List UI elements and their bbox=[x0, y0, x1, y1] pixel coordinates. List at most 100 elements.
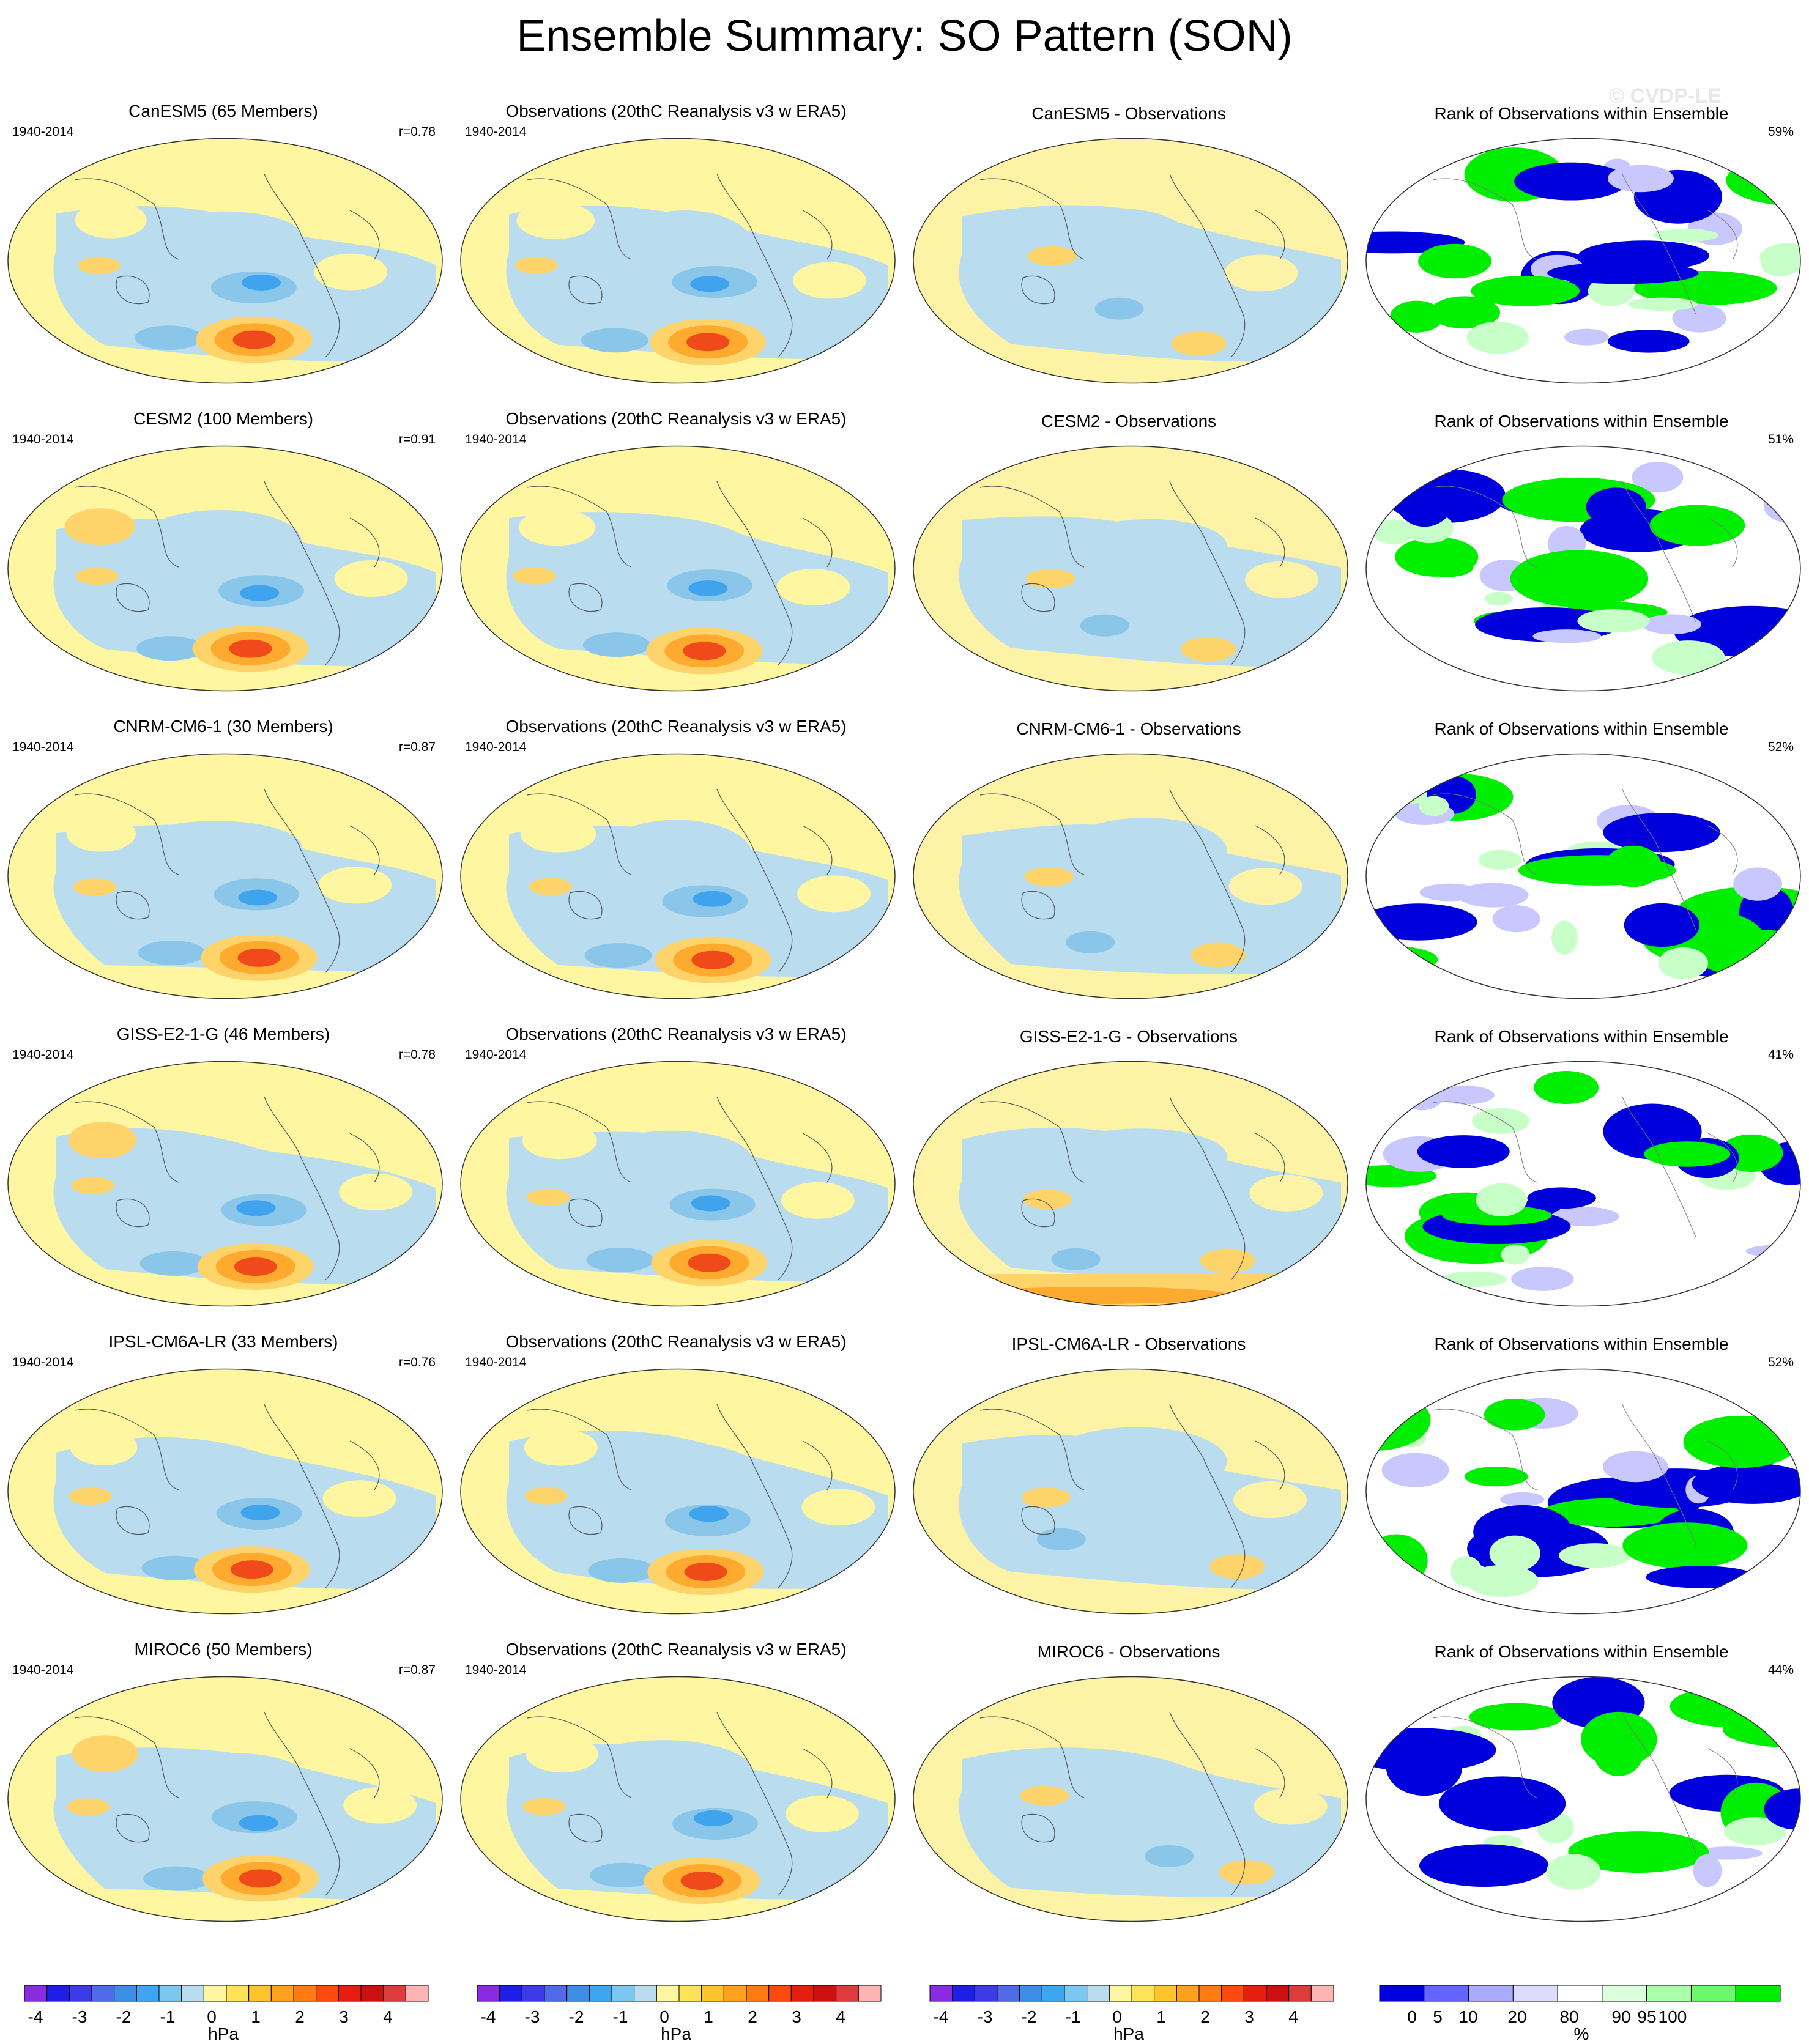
colorbar-swatch bbox=[634, 1985, 657, 2002]
positive-anomaly-core bbox=[524, 1429, 598, 1466]
colorbar-swatch bbox=[1288, 1985, 1312, 2002]
negative-anomaly-region bbox=[1072, 519, 1227, 573]
positive-anomaly-core bbox=[72, 1735, 138, 1772]
panel-title: Observations (20thC Reanalysis v3 w ERA5… bbox=[505, 409, 847, 428]
high-rank-region bbox=[1489, 1535, 1540, 1571]
coastline bbox=[1432, 173, 1738, 315]
colorbar-swatches bbox=[477, 1985, 882, 2002]
map-outline bbox=[460, 445, 896, 692]
positive-anomaly-core bbox=[229, 639, 272, 658]
negative-anomaly-region bbox=[121, 1144, 302, 1208]
coastline bbox=[979, 1711, 1285, 1896]
pattern-correlation: r=0.78 bbox=[398, 1048, 436, 1062]
high-rank-region bbox=[1472, 1108, 1530, 1135]
colorbar-tick-label: 3 bbox=[339, 2007, 349, 2026]
colorbar-swatch bbox=[566, 1985, 590, 2002]
positive-anomaly-core bbox=[75, 568, 119, 585]
low-rank-region bbox=[1693, 1854, 1722, 1887]
sea-level-pressure-map bbox=[7, 1368, 443, 1615]
colorbar-tick-label: -1 bbox=[160, 2007, 176, 2026]
low-rank-region bbox=[1586, 487, 1646, 527]
panel-obs: Observations (20thC Reanalysis v3 w ERA5… bbox=[453, 399, 899, 707]
watermark: © CVDP-LE bbox=[1609, 84, 1722, 108]
colorbar-swatch bbox=[338, 1985, 362, 2002]
colorbar-hpa-1: -4 -3 -2 -1 0 1 2 3 4 hPa bbox=[0, 1983, 447, 2043]
colorbar-swatch bbox=[656, 1985, 680, 2002]
colorbar-swatch bbox=[768, 1985, 792, 2002]
high-rank-region bbox=[1510, 550, 1649, 607]
colorbar-swatch bbox=[723, 1985, 747, 2002]
colorbar-swatch bbox=[248, 1985, 272, 2002]
colorbar-tick-label: 4 bbox=[1288, 2007, 1298, 2026]
negative-anomaly-core bbox=[586, 1247, 654, 1272]
positive-anomaly-core bbox=[1209, 1554, 1265, 1579]
colorbar-swatch bbox=[1243, 1985, 1267, 2002]
sea-level-pressure-map bbox=[460, 753, 896, 999]
panel-period: 1940-2014 bbox=[465, 1048, 527, 1062]
panel-title: CESM2 (100 Members) bbox=[133, 409, 314, 428]
panel-title: Rank of Observations within Ensemble bbox=[1434, 1642, 1729, 1661]
colorbar-tick-label: 3 bbox=[1244, 2007, 1254, 2026]
map-outline bbox=[1365, 1061, 1801, 1307]
negative-anomaly-core bbox=[1094, 297, 1144, 320]
colorbar-swatch bbox=[611, 1985, 635, 2002]
colorbar-tick-label: -3 bbox=[524, 2007, 540, 2026]
positive-anomaly-core bbox=[680, 1872, 724, 1890]
panel-period: 1940-2014 bbox=[465, 432, 527, 446]
panel-row: IPSL-CM6A-LR (33 Members) 1940-2014 r=0.76… bbox=[0, 1322, 1809, 1630]
high-rank-region bbox=[1649, 505, 1745, 546]
positive-anomaly-core bbox=[234, 1257, 277, 1276]
low-rank-region bbox=[1602, 1451, 1668, 1483]
positive-anomaly-core bbox=[232, 330, 276, 349]
negative-anomaly-core bbox=[1145, 1845, 1194, 1867]
colorbar-swatch bbox=[226, 1985, 250, 2002]
positive-anomaly-core bbox=[522, 1798, 566, 1815]
negative-anomaly-region bbox=[1046, 1427, 1227, 1496]
colorbar-tick-label: 90 bbox=[1611, 2007, 1631, 2026]
sea-level-pressure-map bbox=[913, 1061, 1348, 1307]
positive-anomaly-core bbox=[683, 642, 726, 661]
map-outline bbox=[7, 1676, 443, 1922]
positive-anomaly-core bbox=[1024, 867, 1074, 887]
panel-period: 1940-2014 bbox=[12, 125, 74, 139]
positive-anomaly-region bbox=[1228, 868, 1302, 905]
panel-title: MIROC6 (50 Members) bbox=[134, 1640, 313, 1659]
colorbar-swatch bbox=[1379, 1985, 1425, 2002]
sea-level-pressure-map bbox=[7, 1061, 443, 1307]
map-outline bbox=[460, 753, 896, 999]
coastline bbox=[74, 481, 380, 665]
colorbar-swatches bbox=[929, 1985, 1334, 2002]
map-outline bbox=[460, 1676, 896, 1922]
high-rank-region bbox=[1419, 796, 1449, 816]
colorbar-tick-label: 0 bbox=[659, 2007, 669, 2026]
positive-anomaly-core bbox=[68, 1122, 137, 1159]
panel-title: Observations (20thC Reanalysis v3 w ERA5… bbox=[505, 1332, 847, 1351]
high-rank-region bbox=[1551, 920, 1578, 955]
low-rank-region bbox=[1547, 262, 1699, 284]
negative-anomaly-region bbox=[138, 509, 302, 572]
high-rank-region bbox=[1622, 1522, 1748, 1569]
colorbar-swatch bbox=[114, 1985, 137, 2002]
colorbar-swatch bbox=[1310, 1985, 1334, 2002]
colorbar-ticks: -4 -3 -2 -1 0 1 2 3 4 bbox=[453, 2007, 899, 2026]
colorbar-tick-label: -3 bbox=[72, 2007, 87, 2026]
colorbar-tick-label: 2 bbox=[748, 2007, 757, 2026]
panel-title: Rank of Observations within Ensemble bbox=[1434, 1335, 1729, 1353]
colorbar-swatch bbox=[521, 1985, 545, 2002]
colorbar-swatch bbox=[69, 1985, 92, 2002]
coastline bbox=[1432, 1711, 1738, 1853]
colorbar-swatch bbox=[1041, 1985, 1065, 2002]
sea-level-pressure-map bbox=[913, 138, 1348, 384]
colorbar-swatch bbox=[1109, 1985, 1132, 2002]
panel-diff: CNRM-CM6-1 - Observations bbox=[905, 707, 1352, 1015]
colorbar-swatch bbox=[1602, 1985, 1647, 2002]
high-rank-region bbox=[1465, 1564, 1539, 1598]
positive-anomaly-core bbox=[73, 878, 116, 896]
high-rank-region bbox=[1604, 845, 1662, 887]
panel-rank: Rank of Observations within Ensemble 52% bbox=[1358, 1322, 1805, 1630]
negative-anomaly-region bbox=[129, 821, 302, 872]
negative-anomaly-core bbox=[589, 1862, 657, 1887]
positive-anomaly-region bbox=[776, 568, 850, 605]
positive-anomaly-core bbox=[67, 1798, 110, 1816]
high-rank-region bbox=[1759, 243, 1800, 272]
